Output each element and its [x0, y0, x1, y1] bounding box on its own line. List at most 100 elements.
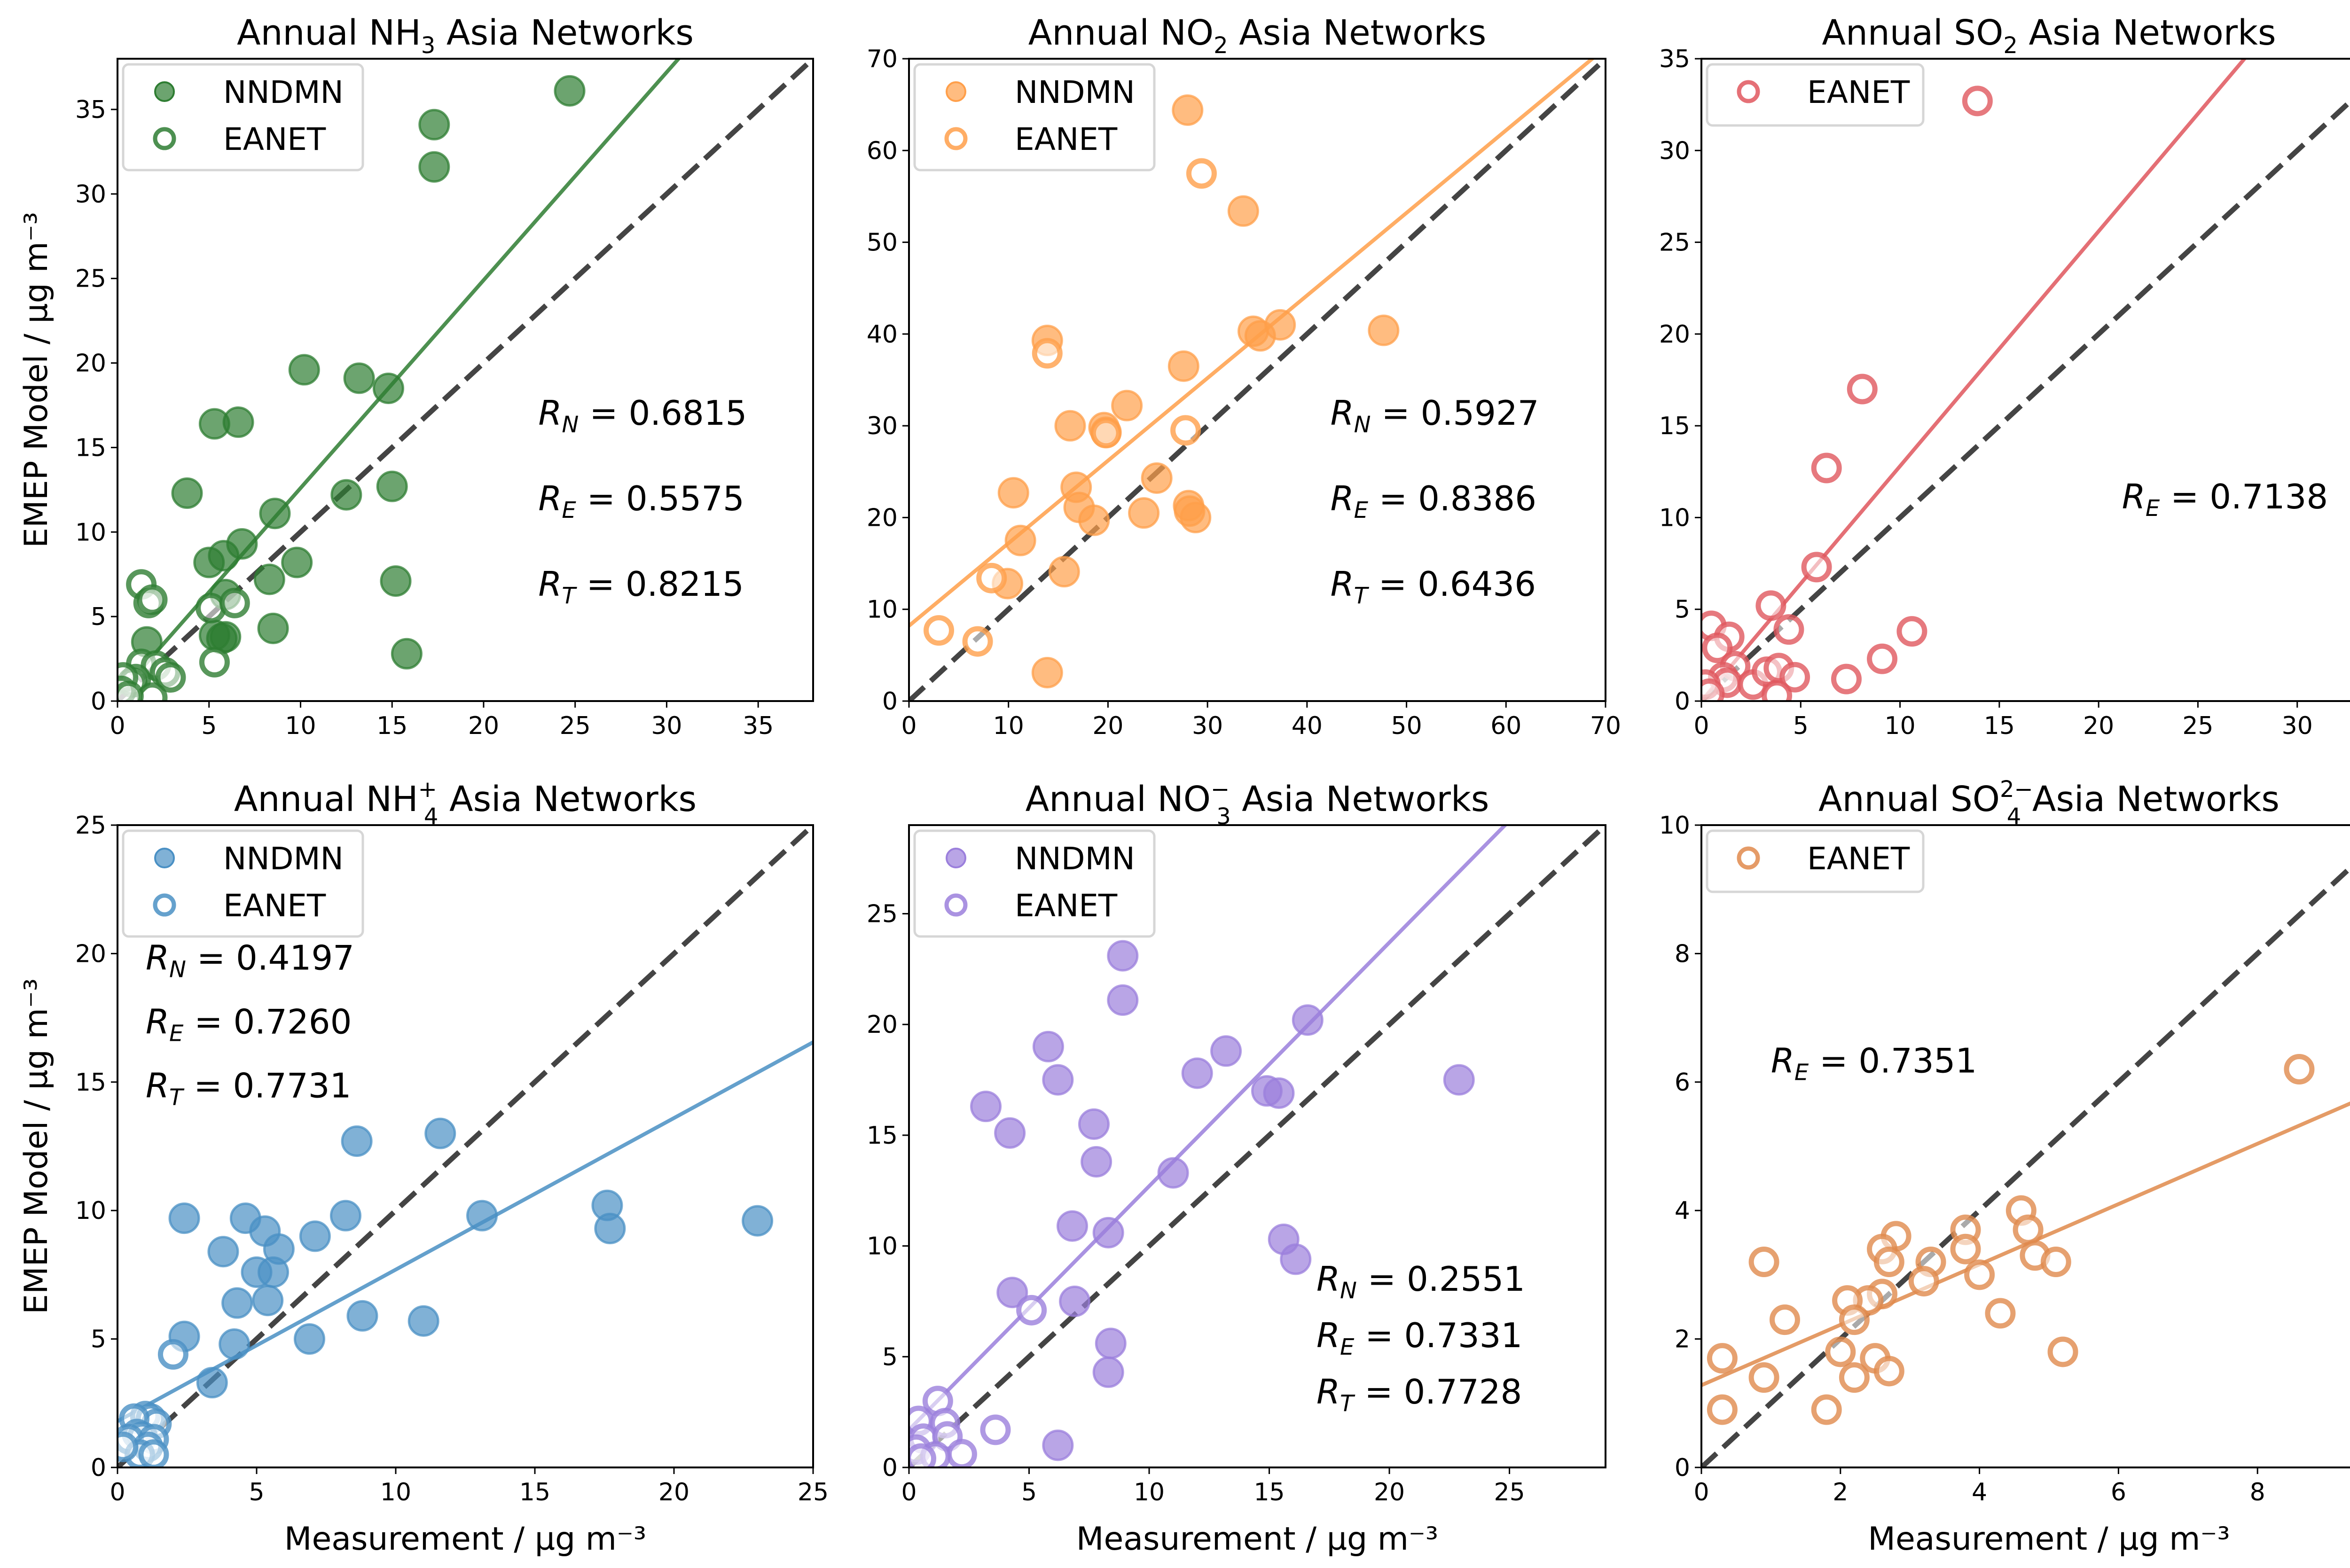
- stat-subscript: E: [1340, 1334, 1355, 1360]
- axes-frame: [908, 58, 1606, 702]
- data-point-nndmn: [996, 1277, 1028, 1309]
- chart-title: Annual SO2− 4 Asia Networks: [1818, 776, 2280, 830]
- stat-equals: =: [576, 479, 626, 518]
- data-point-nndmn: [171, 477, 203, 509]
- data-point-nndmn: [1263, 1077, 1295, 1109]
- x-tick-label: 20: [658, 1478, 689, 1506]
- title-text: Annual NO: [1026, 779, 1211, 819]
- series-nndmn: [131, 75, 586, 670]
- y-tick-label: 15: [867, 1122, 898, 1150]
- y-tick-label: 0: [882, 687, 898, 716]
- x-tick-label: 4: [1972, 1478, 1987, 1506]
- x-tick-label: 40: [1292, 712, 1323, 740]
- stat-symbol: R: [1316, 1316, 1340, 1355]
- y-tick-label: 50: [867, 229, 898, 257]
- y-tick-label: 30: [867, 412, 898, 440]
- stat-r-n: RN = 0.4197: [146, 938, 354, 983]
- y-tick-label: 25: [1659, 229, 1690, 257]
- x-tick-label: 10: [1884, 712, 1915, 740]
- stat-equals: =: [579, 393, 628, 433]
- stat-subscript: E: [169, 1021, 184, 1047]
- stat-subscript: E: [562, 497, 576, 523]
- stat-equals: =: [1371, 393, 1421, 433]
- data-point-eanet: [199, 647, 230, 678]
- chart-title: Annual NO− 3 Asia Networks: [1026, 776, 1489, 830]
- legend-marker-open: [944, 893, 968, 917]
- data-point-eanet: [1170, 415, 1201, 446]
- x-tick-label: 20: [1374, 1478, 1405, 1506]
- data-point-nndmn: [1059, 1285, 1091, 1317]
- series-eanet: [924, 158, 1217, 657]
- stat-symbol: R: [1771, 1041, 1794, 1080]
- x-tick-label: 0: [1693, 1478, 1709, 1506]
- x-tick-label: 2: [1833, 1478, 1848, 1506]
- data-point-nndmn: [970, 1091, 1002, 1123]
- x-tick-label: 70: [1590, 712, 1621, 740]
- data-point-eanet: [1773, 614, 1804, 645]
- y-tick-label: 5: [1675, 596, 1690, 624]
- x-tick-label: 10: [993, 712, 1024, 740]
- data-point-eanet: [2047, 1336, 2078, 1367]
- data-point-nndmn: [343, 362, 375, 394]
- data-point-nndmn: [1111, 390, 1143, 421]
- x-tick-label: 15: [519, 1478, 550, 1506]
- title-text: Annual NH: [237, 13, 421, 53]
- series-eanet: [118, 1339, 188, 1467]
- x-tick-label: 5: [1021, 1478, 1037, 1506]
- regression-line: [1701, 1101, 2350, 1387]
- data-point-eanet: [1908, 1266, 1939, 1297]
- stat-subscript: N: [1354, 412, 1371, 438]
- data-point-nndmn: [257, 612, 289, 644]
- axes-frame: [908, 824, 1606, 1468]
- stat-equals: =: [1354, 1372, 1403, 1412]
- data-point-nndmn: [1443, 1064, 1475, 1096]
- data-point-nndmn: [391, 638, 423, 670]
- title-superscript: +: [418, 776, 437, 803]
- data-point-eanet: [1762, 680, 1793, 701]
- stat-symbol: R: [538, 479, 562, 518]
- y-tick-label: 70: [867, 45, 898, 73]
- data-point-eanet: [1847, 374, 1878, 405]
- stat-subscript: T: [1354, 583, 1370, 609]
- data-point-eanet: [962, 626, 993, 657]
- data-point-nndmn: [1107, 940, 1139, 972]
- stat-value: 0.7731: [233, 1066, 351, 1106]
- title-suffix: Asia Networks: [2021, 779, 2280, 819]
- plot-area: [1701, 59, 2350, 701]
- stat-equals: =: [576, 564, 626, 604]
- data-point-eanet: [1702, 632, 1733, 663]
- axes-frame: [117, 58, 814, 702]
- stat-subscript: N: [562, 412, 579, 438]
- y-tick-label: 25: [75, 265, 106, 293]
- chart-title: Annual SO2 Asia Networks: [1822, 13, 2276, 59]
- x-tick-label: 25: [560, 712, 591, 740]
- data-point-eanet: [1016, 1295, 1047, 1326]
- data-point-eanet: [196, 593, 227, 624]
- title-subscript: 2: [2003, 32, 2018, 59]
- y-tick-label: 6: [1675, 1069, 1690, 1097]
- data-point-nndmn: [1181, 1057, 1213, 1089]
- y-tick-label: 15: [75, 434, 106, 462]
- stat-subscript: T: [562, 583, 577, 609]
- axes-frame: [117, 824, 814, 1468]
- legend-label: NNDMN: [223, 841, 344, 877]
- legend-box: [1706, 829, 1925, 893]
- chart-title: Annual NH3 Asia Networks: [237, 13, 694, 59]
- data-point-nndmn: [221, 1287, 253, 1319]
- data-point-nndmn: [1042, 1429, 1074, 1461]
- data-point-nndmn: [1180, 501, 1212, 533]
- plot-content: [909, 59, 1606, 701]
- y-tick-label: 40: [867, 320, 898, 349]
- data-point-nndmn: [372, 372, 404, 404]
- data-point-nndmn: [1157, 1157, 1189, 1189]
- legend-box: [1706, 63, 1925, 127]
- stat-value: 0.2551: [1407, 1259, 1525, 1299]
- x-tick-label: 25: [2182, 712, 2213, 740]
- plot-content: [1701, 59, 2350, 701]
- x-tick-label: 8: [2250, 1478, 2265, 1506]
- stat-value: 0.6436: [1418, 564, 1536, 604]
- stat-value: 0.5927: [1421, 393, 1539, 433]
- stat-value: 0.6815: [628, 393, 747, 433]
- data-point-nndmn: [1032, 1030, 1064, 1062]
